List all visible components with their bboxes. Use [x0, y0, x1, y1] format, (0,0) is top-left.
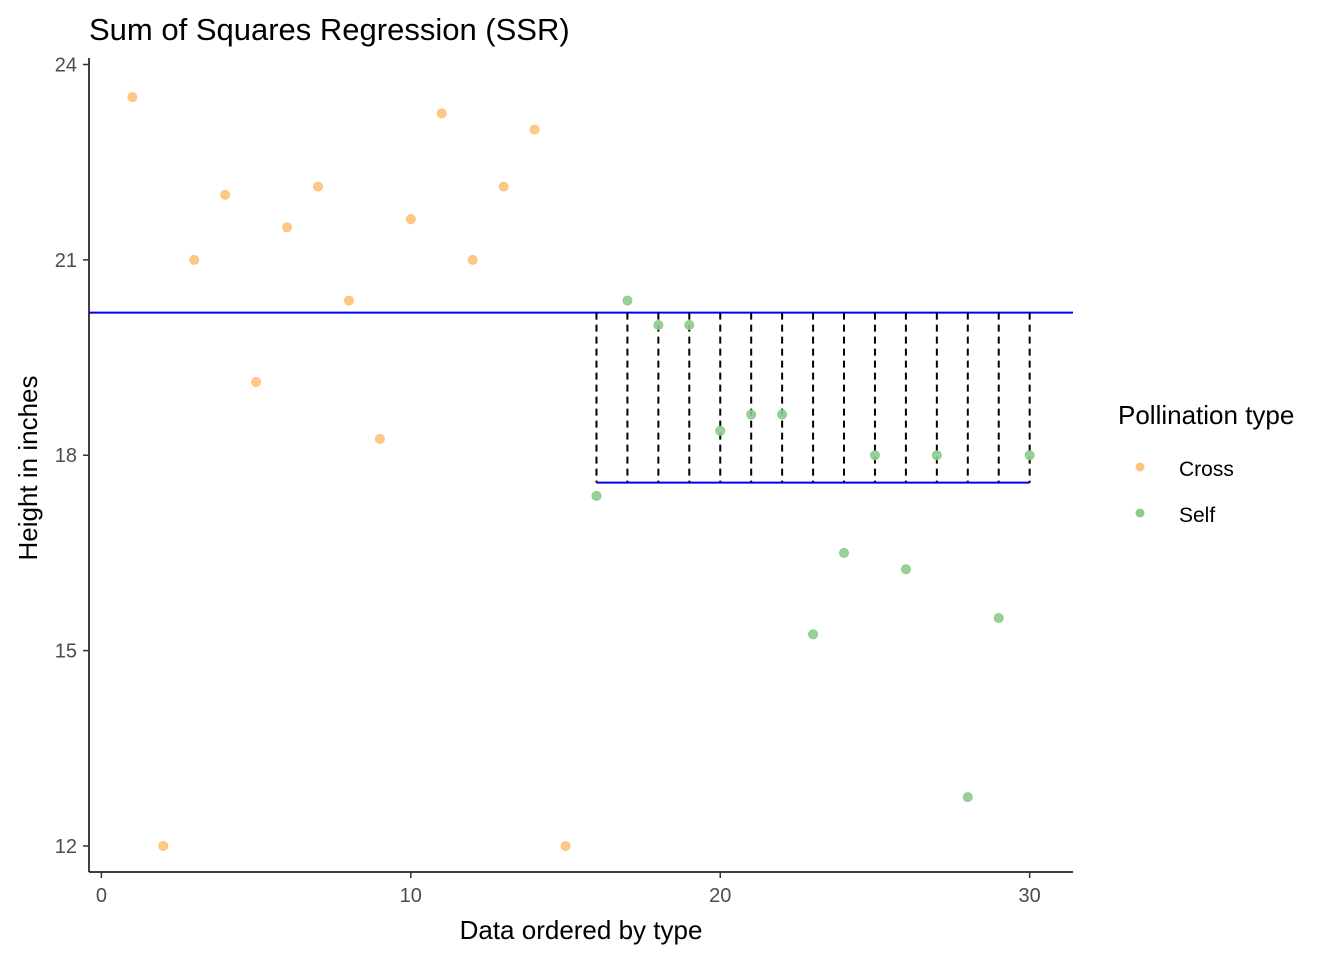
x-axis-title: Data ordered by type — [460, 915, 703, 945]
y-tick-label: 12 — [55, 836, 77, 858]
legend-label-cross: Cross — [1179, 458, 1234, 481]
legend-title: Pollination type — [1118, 400, 1294, 430]
data-point-self — [962, 792, 973, 803]
data-point-cross — [343, 295, 354, 306]
plot-area: 0 10 20 30 12 15 18 21 24 — [55, 55, 1073, 907]
legend: Cross Self — [1135, 458, 1234, 527]
legend-key-cross — [1135, 462, 1145, 472]
data-point-self — [1024, 450, 1035, 461]
data-point-self — [900, 564, 911, 575]
data-point-self — [931, 450, 942, 461]
data-point-cross — [405, 214, 416, 225]
data-point-cross — [560, 840, 571, 851]
data-point-cross — [189, 254, 200, 265]
data-point-self — [715, 425, 726, 436]
data-point-cross — [312, 181, 323, 192]
chart-title: Sum of Squares Regression (SSR) — [89, 12, 570, 47]
data-point-self — [653, 319, 664, 330]
data-point-cross — [158, 840, 169, 851]
x-tick-label: 30 — [1019, 885, 1041, 907]
data-point-cross — [467, 254, 478, 265]
y-tick-label: 24 — [55, 55, 77, 77]
y-tick-label: 15 — [55, 641, 77, 663]
data-point-self — [684, 319, 695, 330]
data-point-self — [622, 295, 633, 306]
data-point-cross — [529, 124, 540, 135]
data-point-cross — [374, 433, 385, 444]
y-tick-label: 18 — [55, 445, 77, 467]
legend-key-self — [1135, 508, 1145, 518]
x-tick-label: 10 — [400, 885, 422, 907]
data-point-self — [746, 409, 757, 420]
y-axis-title: Height in inches — [13, 376, 43, 561]
data-point-cross — [282, 222, 293, 233]
data-point-cross — [127, 92, 138, 103]
data-point-self — [839, 547, 850, 558]
data-point-self — [993, 613, 1004, 624]
data-point-cross — [220, 189, 231, 200]
legend-label-self: Self — [1179, 504, 1215, 527]
data-point-self — [591, 490, 602, 501]
data-point-cross — [436, 108, 447, 119]
data-point-cross — [251, 376, 262, 387]
y-tick-label: 21 — [55, 250, 77, 272]
x-tick-label: 20 — [709, 885, 731, 907]
data-point-self — [808, 629, 819, 640]
x-tick-label: 0 — [96, 885, 107, 907]
data-point-self — [777, 409, 788, 420]
data-point-self — [869, 450, 880, 461]
data-point-cross — [498, 181, 509, 192]
